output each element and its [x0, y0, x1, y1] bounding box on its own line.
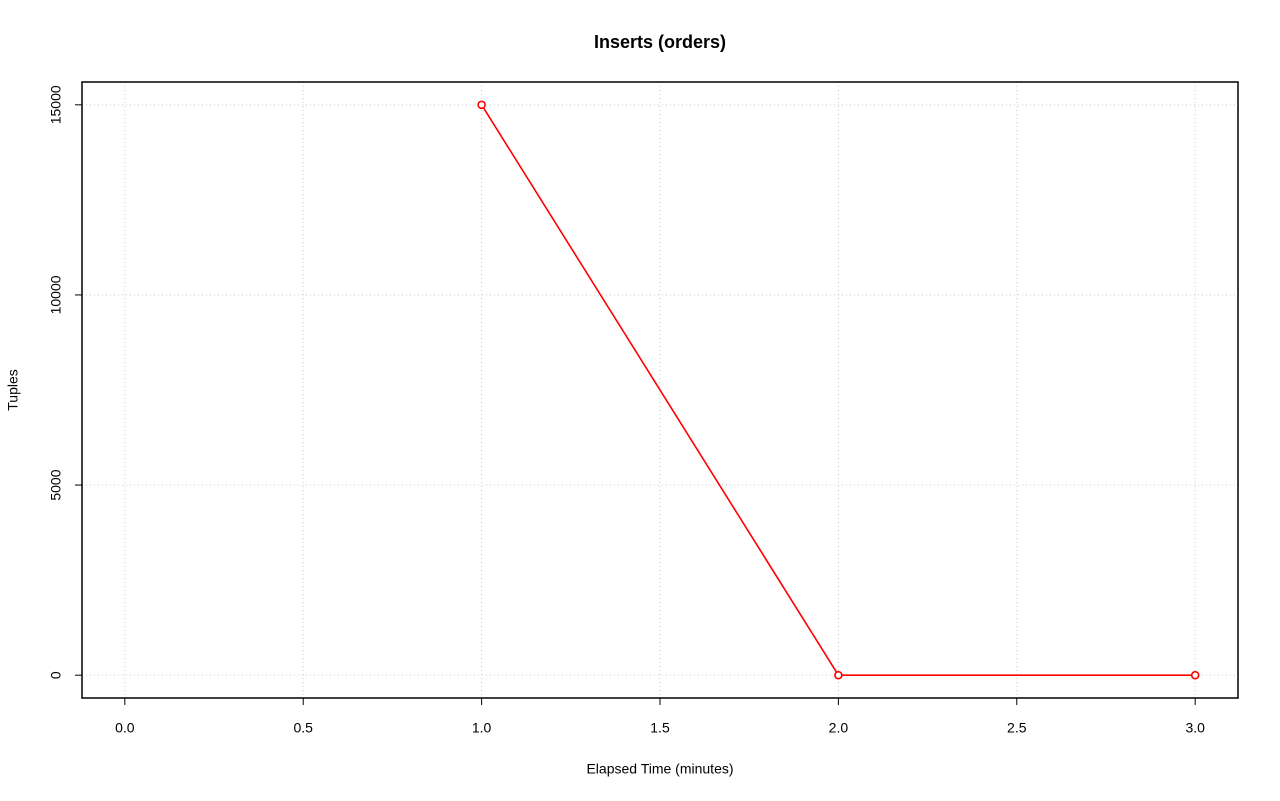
data-point	[477, 100, 486, 110]
chart-title: Inserts (orders)	[594, 32, 726, 52]
x-tick-label: 1.0	[472, 720, 492, 736]
x-tick-label: 2.0	[829, 720, 849, 736]
y-tick-label: 0	[48, 671, 64, 679]
x-tick-label: 0.5	[293, 720, 313, 736]
plot-frame	[81, 81, 1239, 699]
x-tick-label: 3.0	[1185, 720, 1205, 736]
y-tick-label: 10000	[48, 275, 64, 314]
y-axis-label: Tuples	[5, 369, 21, 411]
x-tick-label: 2.5	[1007, 720, 1027, 736]
x-axis-label: Elapsed Time (minutes)	[586, 761, 733, 777]
y-tick-label: 15000	[48, 85, 64, 124]
x-tick-label: 0.0	[115, 720, 135, 736]
x-tick-label: 1.5	[650, 720, 670, 736]
data-point	[1190, 670, 1200, 680]
y-tick-label: 5000	[48, 469, 64, 500]
data-point	[834, 670, 843, 680]
